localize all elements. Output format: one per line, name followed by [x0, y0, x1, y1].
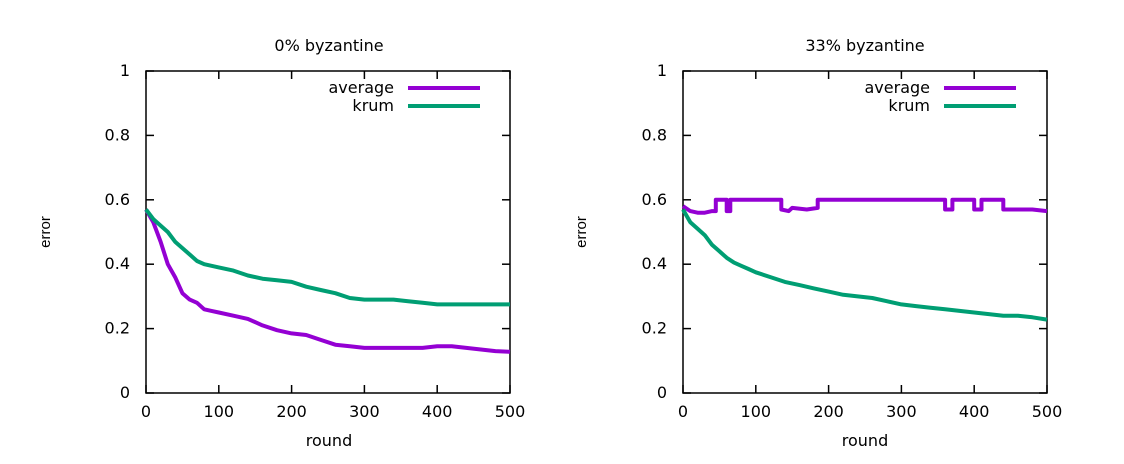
legend-label-krum: krum — [888, 96, 930, 115]
legend-label-average: average — [865, 78, 931, 97]
x-axis-label: round — [306, 431, 352, 450]
series-line-krum — [681, 208, 1048, 322]
series-layer — [681, 197, 1048, 322]
legend: average krum — [329, 78, 480, 115]
x-axis-label: round — [842, 431, 888, 450]
chart-panel-1: 33% byzantine error round 0 100 200 300 400 5… — [573, 36, 1062, 450]
x-tick-label: 200 — [813, 402, 844, 421]
series-line-average — [144, 208, 511, 354]
axis-ticks: 0 100 200 300 400 500 0 0.2 0.4 0.6 0.8 1 — [105, 61, 526, 421]
series-line-average — [681, 197, 1048, 215]
chart-title: 33% byzantine — [805, 36, 924, 55]
x-tick-label: 100 — [741, 402, 772, 421]
x-tick-label: 0 — [678, 402, 688, 421]
y-axis-label: error — [573, 216, 590, 248]
legend: average krum — [865, 78, 1016, 115]
x-tick-label: 400 — [422, 402, 453, 421]
x-tick-label: 0 — [141, 402, 151, 421]
y-tick-label: 0.6 — [642, 190, 667, 209]
series-line-krum — [144, 208, 510, 307]
x-tick-label: 500 — [495, 402, 526, 421]
legend-label-krum: krum — [352, 96, 394, 115]
y-tick-label: 0.4 — [105, 254, 130, 273]
axis-ticks: 0 100 200 300 400 500 0 0.2 0.4 0.6 0.8 1 — [642, 61, 1063, 421]
x-tick-label: 400 — [959, 402, 990, 421]
x-tick-label: 100 — [204, 402, 235, 421]
y-tick-label: 1 — [120, 61, 130, 80]
plot-frame — [682, 70, 1048, 394]
plot-frame — [145, 70, 511, 394]
legend-label-average: average — [329, 78, 395, 97]
x-tick-label: 300 — [349, 402, 380, 421]
y-tick-label: 0.2 — [105, 319, 130, 338]
y-tick-label: 1 — [657, 61, 667, 80]
x-tick-label: 300 — [886, 402, 917, 421]
y-axis-label: error — [37, 216, 54, 248]
y-tick-label: 0 — [120, 383, 130, 402]
series-layer — [144, 208, 511, 354]
y-tick-label: 0.6 — [105, 190, 130, 209]
y-tick-label: 0.8 — [642, 125, 667, 144]
y-tick-label: 0 — [657, 383, 667, 402]
x-tick-label: 200 — [276, 402, 307, 421]
chart-title: 0% byzantine — [274, 36, 383, 55]
y-tick-label: 0.4 — [642, 254, 667, 273]
y-tick-label: 0.8 — [105, 125, 130, 144]
x-tick-label: 500 — [1032, 402, 1063, 421]
chart-panel-0: 0% byzantine error round 0 100 200 300 400 50… — [37, 36, 525, 450]
y-tick-label: 0.2 — [642, 319, 667, 338]
